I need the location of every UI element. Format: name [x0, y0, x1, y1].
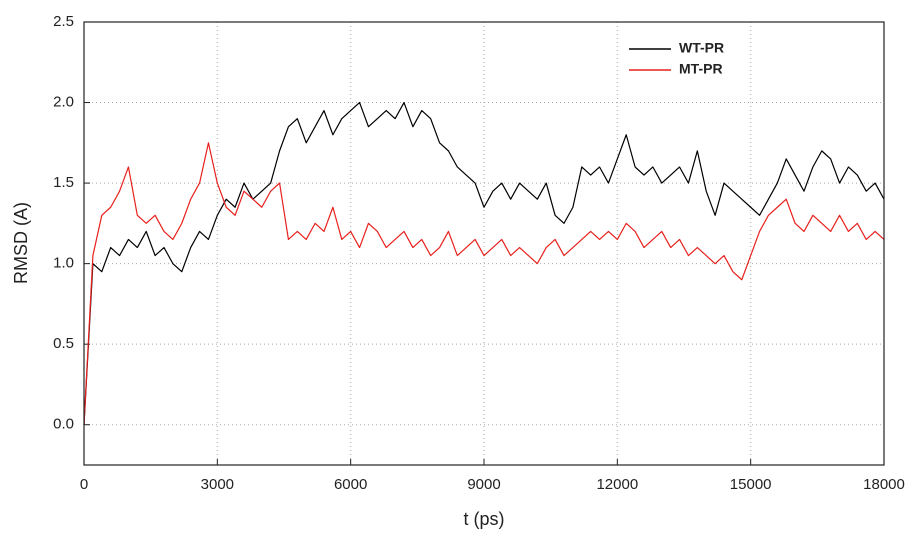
- x-tick-label: 15000: [730, 476, 772, 493]
- x-tick-label: 12000: [596, 476, 638, 493]
- x-axis-label: t (ps): [463, 509, 504, 529]
- series-line: [83, 101, 885, 425]
- plot-frame: [83, 21, 885, 466]
- legend-label: MT-PR: [679, 61, 723, 77]
- y-tick-label: 2.0: [53, 94, 74, 111]
- legend-label: WT-PR: [679, 40, 724, 56]
- x-tick-label: 0: [80, 476, 88, 493]
- y-tick-label: 1.5: [53, 174, 74, 191]
- x-tick-label: 18000: [863, 476, 905, 493]
- y-tick-label: 2.5: [53, 13, 74, 30]
- x-tick-label: 6000: [334, 476, 367, 493]
- y-tick-label: 0.5: [53, 335, 74, 352]
- y-axis-label: RMSD (A): [11, 202, 31, 284]
- y-tick-label: 1.0: [53, 255, 74, 272]
- y-tick-label: 0.0: [53, 416, 74, 433]
- x-tick-label: 9000: [467, 476, 500, 493]
- x-tick-label: 3000: [201, 476, 234, 493]
- series-line: [83, 142, 885, 425]
